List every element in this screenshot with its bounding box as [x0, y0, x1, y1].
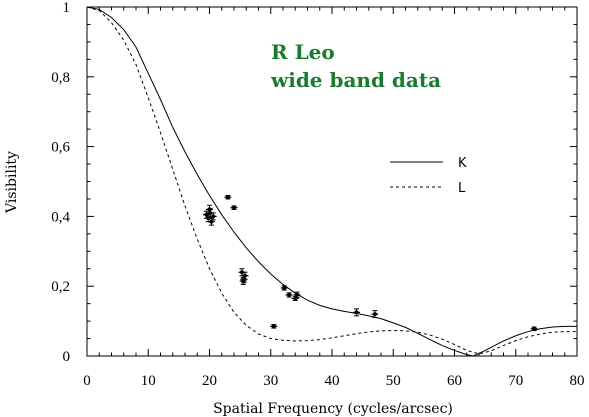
point-marker	[225, 195, 230, 200]
annotation-line-2: wide band data	[270, 68, 441, 92]
x-tick-labels: 0 10 20 30 40 50 60 70 80	[83, 373, 584, 389]
x-tick-label: 40	[325, 373, 340, 389]
point-marker	[295, 292, 300, 297]
legend-l-label: L	[458, 181, 466, 196]
data-point	[207, 217, 215, 226]
data-point	[241, 271, 249, 280]
data-point	[206, 204, 213, 215]
point-marker	[282, 285, 287, 290]
point-marker	[232, 205, 236, 210]
point-marker	[354, 310, 359, 315]
data-points	[202, 194, 538, 332]
model-curves	[86, 6, 577, 357]
data-point	[353, 308, 360, 317]
y-tick-label: 0	[63, 349, 71, 365]
data-point	[280, 285, 288, 291]
y-tick-label: 1	[63, 0, 71, 16]
data-point	[230, 205, 238, 210]
annotation-line-1: R Leo	[271, 40, 335, 64]
x-axis-label: Spatial Frequency (cycles/arcsec)	[213, 401, 453, 417]
point-marker	[239, 270, 244, 275]
data-point	[224, 194, 232, 200]
y-tick-label: 0,6	[51, 140, 70, 156]
point-marker	[209, 219, 214, 224]
x-tick-label: 0	[83, 373, 91, 389]
data-point	[371, 310, 379, 319]
y-tick-labels: 0 0,2 0,4 0,6 0,8 1	[51, 0, 70, 365]
x-tick-label: 60	[447, 373, 462, 389]
x-tick-label: 80	[570, 373, 585, 389]
data-point	[291, 295, 299, 302]
x-tick-label: 10	[141, 373, 156, 389]
point-marker	[372, 312, 377, 317]
series-l-line	[86, 6, 577, 355]
legend-k-label: K	[458, 156, 467, 171]
point-marker	[532, 326, 537, 331]
point-marker	[211, 214, 216, 219]
y-tick-label: 0,8	[51, 70, 70, 86]
y-tick-label: 0,4	[51, 209, 70, 225]
point-marker	[271, 324, 276, 329]
data-point	[270, 324, 278, 329]
x-tick-label: 20	[202, 373, 217, 389]
data-point	[209, 212, 217, 221]
y-tick-label: 0,2	[51, 279, 70, 295]
point-marker	[243, 273, 248, 278]
y-axis-label: Visibility	[4, 151, 20, 214]
point-marker	[207, 207, 212, 212]
x-tick-label: 70	[508, 373, 523, 389]
legend: K L	[390, 156, 467, 196]
point-marker	[287, 292, 292, 297]
data-point	[238, 268, 246, 277]
x-tick-label: 50	[386, 373, 401, 389]
data-point	[530, 326, 538, 332]
tick-marks	[86, 6, 578, 357]
series-k-line	[86, 6, 577, 357]
data-point	[293, 291, 301, 299]
x-tick-label: 30	[263, 373, 278, 389]
data-point	[285, 292, 293, 298]
